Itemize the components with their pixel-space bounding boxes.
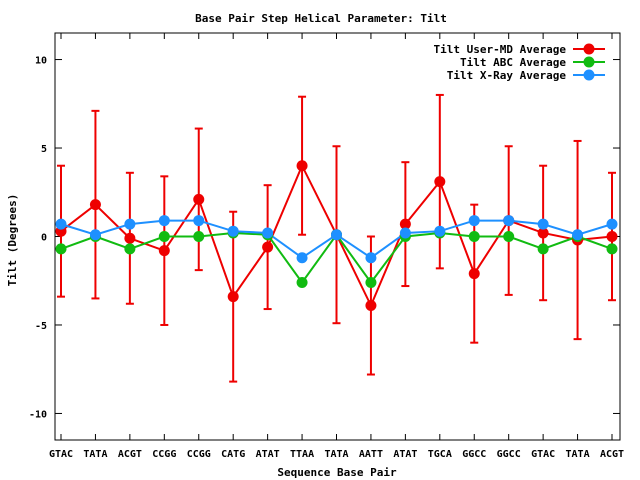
- y-tick-label: 5: [41, 144, 47, 155]
- x-tick-label: TTAA: [290, 449, 314, 460]
- series-2-point: [503, 215, 515, 227]
- x-tick-label: TATA: [566, 449, 590, 460]
- x-tick-label: ACGT: [600, 449, 624, 460]
- series-0-point: [365, 300, 377, 312]
- series-2-point: [55, 218, 67, 230]
- series-1-point: [124, 243, 136, 255]
- x-tick-label: ATAT: [393, 449, 417, 460]
- y-tick-label: -5: [35, 321, 47, 332]
- series-1-point: [537, 243, 549, 255]
- series-1-point: [55, 243, 67, 255]
- x-tick-label: ACGT: [118, 449, 142, 460]
- series-0-point: [89, 199, 101, 211]
- series-2-point: [537, 218, 549, 230]
- y-tick-label: 0: [41, 233, 47, 244]
- series-2-point: [434, 225, 446, 237]
- series-0-point: [193, 193, 205, 205]
- x-tick-label: GGCC: [462, 449, 486, 460]
- x-tick-label: GTAC: [49, 449, 73, 460]
- series-1-point: [296, 277, 308, 289]
- x-tick-label: GGCC: [497, 449, 521, 460]
- series-1-point: [365, 277, 377, 289]
- legend-marker: [583, 56, 595, 68]
- legend-label: Tilt X-Ray Average: [447, 69, 567, 82]
- x-tick-label: TATA: [83, 449, 107, 460]
- series-2-point: [89, 229, 101, 241]
- x-tick-label: CCGG: [152, 449, 176, 460]
- series-2-point: [399, 227, 411, 239]
- series-2-point: [158, 215, 170, 227]
- series-0-point: [124, 232, 136, 244]
- x-tick-label: AATT: [359, 449, 383, 460]
- series-1-point: [606, 243, 618, 255]
- series-0-point: [606, 231, 618, 242]
- y-tick-label: 10: [35, 56, 47, 67]
- x-tick-label: GTAC: [531, 449, 555, 460]
- chart-title: Base Pair Step Helical Parameter: Tilt: [195, 12, 447, 25]
- x-tick-label: CCGG: [187, 449, 211, 460]
- series-2-point: [296, 252, 308, 264]
- series-0-point: [227, 291, 239, 303]
- series-0-point: [158, 245, 170, 257]
- series-1-point: [503, 231, 515, 242]
- x-tick-label: TATA: [324, 449, 348, 460]
- y-axis-label: Tilt (Degrees): [6, 194, 19, 287]
- x-axis-label: Sequence Base Pair: [277, 466, 397, 479]
- series-2-point: [606, 218, 618, 230]
- plot-layer: 10 5 0 -5 -10 GTAC TATA ACGT CCGG CCGG CATG ATAT TTA…: [29, 32, 624, 460]
- series-0-point: [434, 176, 446, 188]
- series-2-point: [331, 229, 342, 241]
- series-2-point: [193, 215, 205, 227]
- series-1-point: [468, 231, 480, 242]
- x-tick-label: ATAT: [256, 449, 280, 460]
- series-0-point: [468, 268, 480, 280]
- legend-label: Tilt ABC Average: [460, 56, 566, 69]
- series-1-point: [193, 231, 205, 242]
- x-tick-label: TGCA: [428, 449, 452, 460]
- series-2-point: [468, 215, 480, 227]
- series-0-point: [296, 160, 308, 172]
- legend-label: Tilt User-MD Average: [434, 43, 567, 56]
- series-2-point: [262, 227, 274, 239]
- series-2-point: [124, 218, 136, 230]
- series-0-point: [537, 227, 549, 239]
- series-2-point: [365, 252, 377, 264]
- series-2-point: [572, 229, 584, 241]
- y-tick-label: -10: [29, 409, 47, 420]
- series-2-point: [227, 225, 239, 237]
- series-0-point: [399, 218, 411, 230]
- series-0-point: [262, 241, 274, 253]
- series-1-point: [158, 231, 170, 242]
- legend-marker: [583, 69, 595, 81]
- legend-marker: [583, 43, 595, 55]
- x-tick-label: CATG: [221, 449, 245, 460]
